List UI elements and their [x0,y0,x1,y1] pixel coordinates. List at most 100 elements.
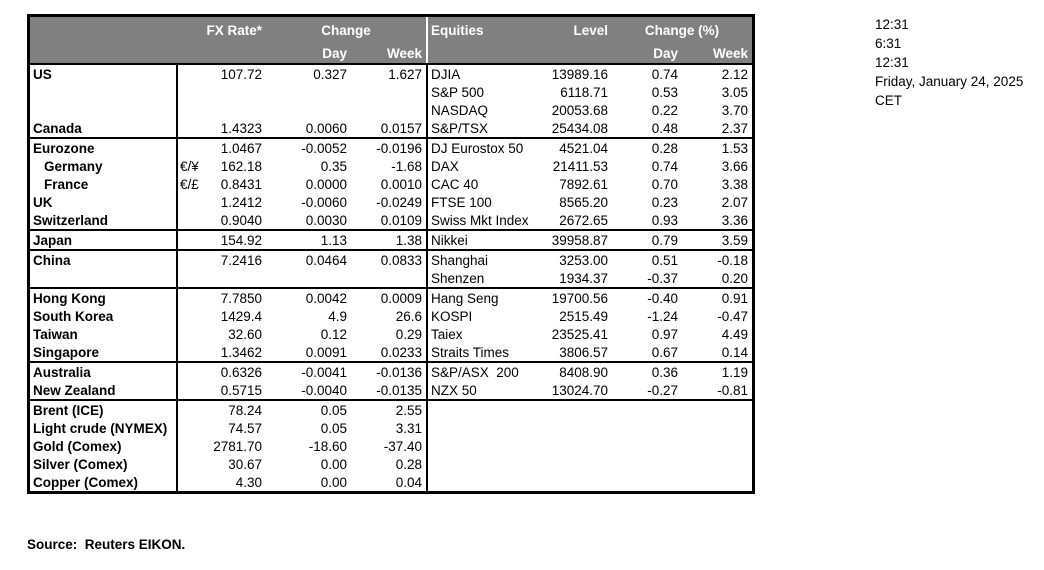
level-cell: 8408.90 [559,364,608,380]
fx-week-cell [351,83,426,101]
fx-rate-cell: 1.0467 [220,140,262,156]
equity-cell: FTSE 100 [426,193,544,211]
pair-cell [176,289,202,307]
pair-cell [176,343,202,361]
pair-cell [176,251,202,269]
table-row: South Korea 1429.4 4.9 26.6 KOSPI 2515.49 -1.2… [30,307,752,325]
fx-week-cell: 0.0157 [380,120,422,136]
equity-cell: NASDAQ [426,101,544,119]
equity-cell: Swiss Mkt Index [426,211,544,229]
equity-cell: Taiex [426,325,544,343]
time-line: 6:31 [875,36,902,51]
pair-cell [176,401,202,419]
equity-cell [426,455,544,473]
fx-week-cell: -0.0135 [376,382,422,398]
fx-day-cell: 0.12 [320,326,347,342]
fx-week-cell: 0.0233 [380,344,422,360]
pair-cell [176,473,202,491]
level-cell: 13024.70 [551,382,608,398]
eq-day-cell: -0.37 [647,270,678,286]
country-cell: Japan [33,232,73,248]
level-cell: 3806.57 [559,344,608,360]
fx-rate-cell: 162.18 [220,158,262,174]
equity-cell: Nikkei [426,231,544,249]
eq-week-cell: 3.05 [721,84,748,100]
eq-day-cell: 0.74 [651,66,678,82]
time-line: 12:31 [875,55,909,70]
level-cell: 23525.41 [551,326,608,342]
eq-day-cell: 0.51 [651,252,678,268]
country-cell: Copper (Comex) [33,474,139,490]
equity-cell [426,401,544,419]
fx-day-cell: -0.0060 [301,194,347,210]
table-row: Silver (Comex) 30.67 0.00 0.28 [30,455,752,473]
eq-week-cell [682,401,752,419]
blank-cell [30,43,176,63]
country-cell: Taiwan [33,326,78,342]
table-row: Canada 1.4323 0.0060 0.0157 S&P/TSX 25434.08 0… [30,119,752,137]
level-cell: 13989.16 [551,66,608,82]
level-cell: 8565.20 [559,194,608,210]
eq-week-cell [682,473,752,491]
eq-week-cell [682,437,752,455]
pair-cell [176,193,202,211]
fx-week-cell: -0.0196 [376,140,422,156]
fx-rate-header: FX Rate* [206,22,262,38]
country-cell: France [44,176,89,192]
fx-day-cell: 0.0000 [305,176,347,192]
fx-week-cell: 2.55 [395,402,422,418]
country-cell [30,269,176,287]
fx-change-header: Change [321,22,371,38]
table-row: Switzerland 0.9040 0.0030 0.0109 Swiss Mkt I… [30,211,752,229]
country-cell: Germany [44,158,103,174]
level-cell [544,473,612,491]
table-row: Singapore 1.3462 0.0091 0.0233 Straits Times… [30,343,752,361]
table-header: FX Rate* Change Equities Level Change (%… [30,17,752,65]
fx-week-cell: -37.40 [383,438,422,454]
country-cell: Switzerland [33,212,109,228]
table-row: S&P 500 6118.71 0.53 3.05 [30,83,752,101]
fx-rate-cell: 30.67 [228,456,262,472]
equity-cell: KOSPI [426,307,544,325]
table-header-row-1: FX Rate* Change Equities Level Change (%… [30,17,752,43]
country-cell: Singapore [33,344,100,360]
table-row: Japan 154.92 1.13 1.38 Nikkei 39958.87 0.79 3.5… [30,229,752,249]
fx-day-cell: -0.0040 [301,382,347,398]
pair-cell [176,437,202,455]
fx-week-cell: 26.6 [395,308,422,324]
fx-week-cell: 0.0009 [380,290,422,306]
table-row: New Zealand 0.5715 -0.0040 -0.0135 NZX 50 130… [30,381,752,399]
eq-week-cell: -0.18 [717,252,748,268]
country-cell [30,83,176,101]
fx-rate-cell [202,101,266,119]
eq-day-cell [612,473,682,491]
fx-week-header: Week [386,45,422,61]
country-cell: Brent (ICE) [33,402,104,418]
fx-day-cell: 1.13 [320,232,347,248]
eq-day-cell: 0.67 [651,344,678,360]
eq-week-cell: 3.59 [721,232,748,248]
level-cell [544,401,612,419]
eq-day-cell: 0.48 [651,120,678,136]
eq-day-cell: 0.79 [651,232,678,248]
level-cell: 19700.56 [551,290,608,306]
pair-cell: €/¥ [176,157,202,175]
fx-rate-cell [202,83,266,101]
fx-rate-cell: 1.3462 [220,344,262,360]
date-line: Friday, January 24, 2025 [875,74,1024,89]
fx-rate-cell: 1429.4 [220,308,262,324]
fx-day-cell: 0.0464 [305,252,347,268]
eq-week-header: Week [712,45,748,61]
level-cell: 20053.68 [551,102,608,118]
eq-week-cell: 3.70 [721,102,748,118]
level-cell: 7892.61 [559,176,608,192]
eq-week-cell: 1.19 [721,364,748,380]
eq-day-cell: 0.93 [651,212,678,228]
eq-day-cell [612,419,682,437]
level-cell: 21411.53 [552,158,608,174]
fx-week-cell: -1.68 [391,158,422,174]
fx-day-cell: 0.35 [320,158,347,174]
table-row: UK 1.2412 -0.0060 -0.0249 FTSE 100 8565.20 0.2… [30,193,752,211]
blank-cell [176,43,266,63]
level-cell [544,419,612,437]
